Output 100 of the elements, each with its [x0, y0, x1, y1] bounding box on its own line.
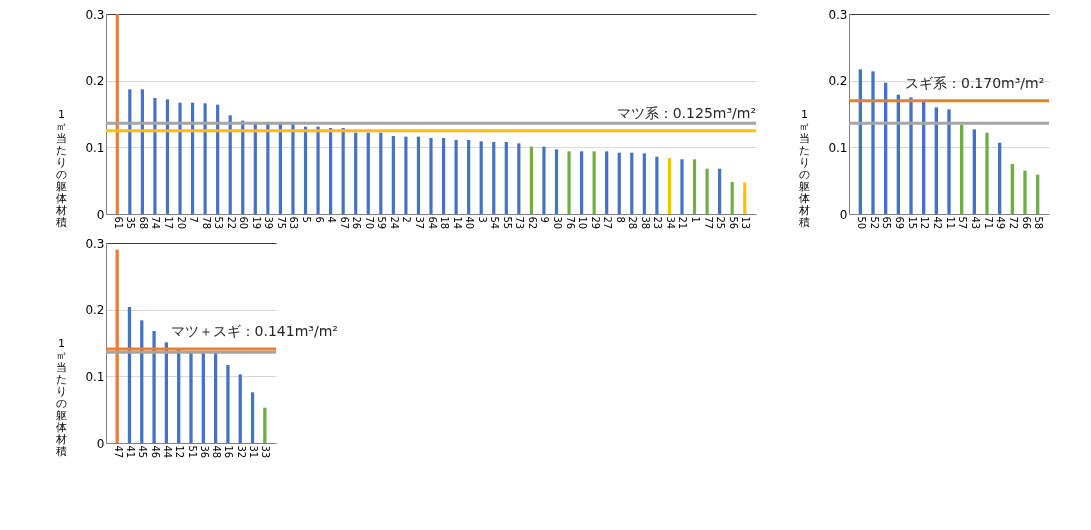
bar [529, 146, 533, 214]
bar [153, 98, 157, 214]
x-tick-label: 13 [740, 216, 752, 230]
x-tick-label: 39 [263, 216, 275, 230]
bar [492, 142, 496, 214]
x-tick-label: 34 [664, 216, 676, 230]
x-tick-label: 15 [906, 216, 918, 230]
bar [947, 109, 951, 214]
bar [1023, 170, 1027, 214]
bar [718, 168, 722, 214]
x-tick-label: 8 [614, 216, 626, 223]
bar [152, 331, 156, 443]
x-tick-label: 40 [464, 216, 476, 230]
bar [354, 132, 358, 214]
x-tick-label: 33 [260, 445, 272, 459]
x-tick-label: 72 [1007, 216, 1019, 230]
ref-line-label: マツ＋スギ：0.141m³/m² [170, 323, 338, 339]
x-tick-label: 37 [413, 216, 425, 230]
x-tick-label: 12 [174, 445, 186, 459]
bar [391, 136, 395, 214]
ref-line-label: スギ系：0.170m³/m² [905, 74, 1045, 91]
x-tick-label: 23 [652, 216, 664, 230]
x-tick-label: 14 [451, 216, 463, 230]
x-tick-label: 54 [489, 216, 501, 230]
y-tick-label: 0 [96, 436, 105, 451]
bar [303, 126, 308, 214]
x-tick-label: 49 [995, 216, 1007, 230]
bar [554, 149, 559, 214]
x-tick-label: 61 [112, 216, 124, 230]
x-tick-label: 35 [125, 216, 137, 230]
x-tick-label: 26 [351, 216, 363, 230]
x-tick-label: 11 [944, 216, 956, 230]
x-tick-label: 73 [514, 216, 526, 230]
x-tick-label: 32 [235, 445, 247, 459]
x-tick-label: 20 [175, 216, 187, 230]
x-tick-label: 22 [225, 216, 237, 230]
x-tick-label: 64 [426, 216, 438, 230]
bar [630, 152, 634, 214]
x-tick-label: 69 [893, 216, 905, 230]
x-tick-label: 25 [715, 216, 727, 230]
x-tick-label: 62 [526, 216, 538, 230]
x-tick-label: 18 [439, 216, 451, 230]
x-tick-label: 67 [338, 216, 350, 230]
x-tick-label: 50 [855, 216, 867, 230]
x-tick-label: 28 [627, 216, 639, 230]
x-tick-label: 24 [388, 216, 400, 230]
bar [165, 99, 170, 214]
x-tick-label: 76 [564, 216, 576, 230]
text: 1㎡当たりの躯体材積 [56, 107, 67, 229]
bar [178, 102, 182, 214]
bar [692, 159, 697, 214]
x-tick-label: 44 [161, 445, 173, 459]
bar [115, 14, 119, 214]
x-tick-label: 53 [213, 216, 225, 230]
bar [567, 151, 571, 214]
x-tick-label: 70 [363, 216, 375, 230]
x-tick-label: 43 [969, 216, 981, 230]
x-tick-label: 31 [248, 445, 260, 459]
x-tick-label: 30 [551, 216, 563, 230]
bar [226, 365, 230, 443]
x-tick-label: 38 [639, 216, 651, 230]
bar [642, 153, 646, 214]
bar [454, 140, 458, 214]
x-tick-label: 21 [677, 216, 689, 230]
x-tick-label: 77 [702, 216, 714, 230]
bar [238, 374, 242, 443]
y-tick-label: 0.2 [828, 74, 848, 89]
y-tick-label: 0 [839, 207, 848, 222]
x-tick-label: 75 [275, 216, 287, 230]
text: 1㎡当たりの躯体材積 [799, 107, 810, 229]
x-tick-label: 51 [186, 445, 198, 459]
x-tick-label: 7 [188, 216, 200, 223]
x-tick-label: 66 [1020, 216, 1032, 230]
x-tick-label: 58 [1033, 216, 1045, 230]
x-tick-label: 78 [200, 216, 212, 230]
x-tick-label: 1 [690, 216, 702, 223]
x-tick-label: 41 [124, 445, 136, 459]
x-tick-label: 12 [919, 216, 931, 230]
bar [189, 353, 193, 443]
y-tick-label: 0.3 [85, 236, 105, 251]
bar [479, 141, 483, 214]
bar [617, 152, 621, 214]
x-tick-label: 6 [313, 216, 325, 223]
x-tick-label: 10 [577, 216, 589, 230]
x-tick-label: 71 [982, 216, 994, 230]
bar [667, 158, 672, 214]
bar [871, 71, 875, 214]
x-tick-label: 4 [326, 216, 338, 223]
y-tick-label: 0.3 [85, 7, 105, 22]
bar [504, 142, 508, 214]
bar [655, 156, 659, 214]
bar [278, 124, 282, 214]
bar [580, 151, 584, 214]
x-tick-label: 55 [501, 216, 513, 230]
x-tick-label: 45 [137, 445, 149, 459]
bar [316, 126, 320, 214]
ref-line-label: マツ系：0.125m³/m² [616, 104, 756, 121]
bar [605, 151, 609, 214]
bar [404, 136, 408, 214]
bar [542, 146, 546, 214]
